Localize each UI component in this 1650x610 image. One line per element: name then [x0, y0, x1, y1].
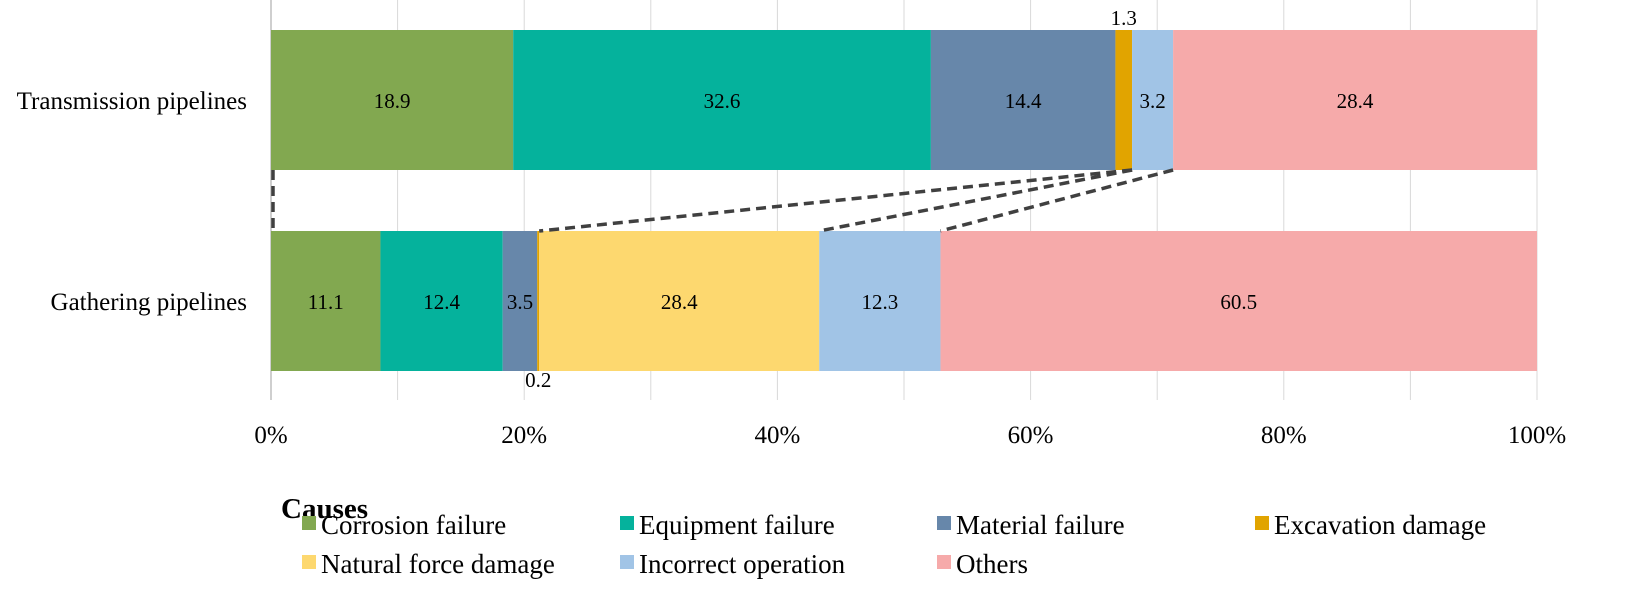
x-tick-label: 100% [1508, 422, 1566, 449]
legend-swatch [302, 555, 316, 569]
value-label: 28.4 [1337, 89, 1374, 113]
legend-title: Causes [281, 493, 368, 525]
bar-segment [513, 30, 931, 170]
category-label: Gathering pipelines [51, 289, 247, 316]
bar-segment [539, 231, 820, 371]
legend-swatch [620, 555, 634, 569]
bar-segment [1173, 30, 1537, 170]
legend: Causes Corrosion failure Equipment failur… [281, 493, 1486, 579]
category-labels: Transmission pipelines Gathering pipeline… [17, 88, 247, 316]
legend-swatch [1255, 516, 1269, 530]
value-labels: 18.9 32.6 14.4 1.3 3.2 28.4 11.1 12.4 3.5 0.2 28.4… [308, 6, 1374, 392]
bar-segment [819, 231, 941, 371]
value-label: 3.5 [507, 290, 533, 314]
x-tick-label: 80% [1261, 422, 1307, 449]
bar-segment [380, 231, 503, 371]
x-tick-label: 0% [254, 422, 287, 449]
value-label: 14.4 [1005, 89, 1042, 113]
bar-segment [502, 231, 538, 371]
bar-segment [537, 231, 540, 371]
legend-label: Corrosion failure [321, 510, 506, 540]
value-label: 32.6 [704, 89, 741, 113]
bar-segment [1132, 30, 1174, 170]
legend-label: Excavation damage [1274, 510, 1486, 540]
value-label: 0.2 [525, 368, 551, 392]
legend-swatch [620, 516, 634, 530]
legend-label: Natural force damage [321, 549, 555, 579]
legend-swatch [302, 516, 316, 530]
value-label: 3.2 [1139, 89, 1165, 113]
x-tick-label: 20% [501, 422, 547, 449]
value-label: 12.4 [423, 290, 460, 314]
connector-line [539, 168, 1133, 233]
bar-segment [930, 30, 1116, 170]
bar-segment [271, 30, 514, 170]
x-axis-ticks: 0% 20% 40% 60% 80% 100% [254, 422, 1566, 449]
value-label: 18.9 [374, 89, 411, 113]
category-label: Transmission pipelines [17, 88, 247, 115]
value-label: 1.3 [1111, 6, 1137, 30]
value-label: 11.1 [308, 290, 344, 314]
connector-line [818, 168, 1133, 233]
bar-segment [271, 231, 381, 371]
value-label: 28.4 [661, 290, 698, 314]
connector-lines [271, 168, 1174, 233]
legend-swatch [937, 555, 951, 569]
legend-label: Incorrect operation [639, 549, 846, 579]
x-tick-label: 40% [754, 422, 800, 449]
legend-swatch [937, 516, 951, 530]
legend-label: Material failure [956, 510, 1125, 540]
connector-line [940, 168, 1174, 233]
legend-label: Others [956, 549, 1028, 579]
value-label: 60.5 [1220, 290, 1257, 314]
value-label: 12.3 [861, 290, 898, 314]
x-tick-label: 60% [1008, 422, 1054, 449]
bars [271, 30, 1537, 371]
legend-label: Equipment failure [639, 510, 835, 540]
bar-segment [1115, 30, 1133, 170]
bar-segment [940, 231, 1537, 371]
